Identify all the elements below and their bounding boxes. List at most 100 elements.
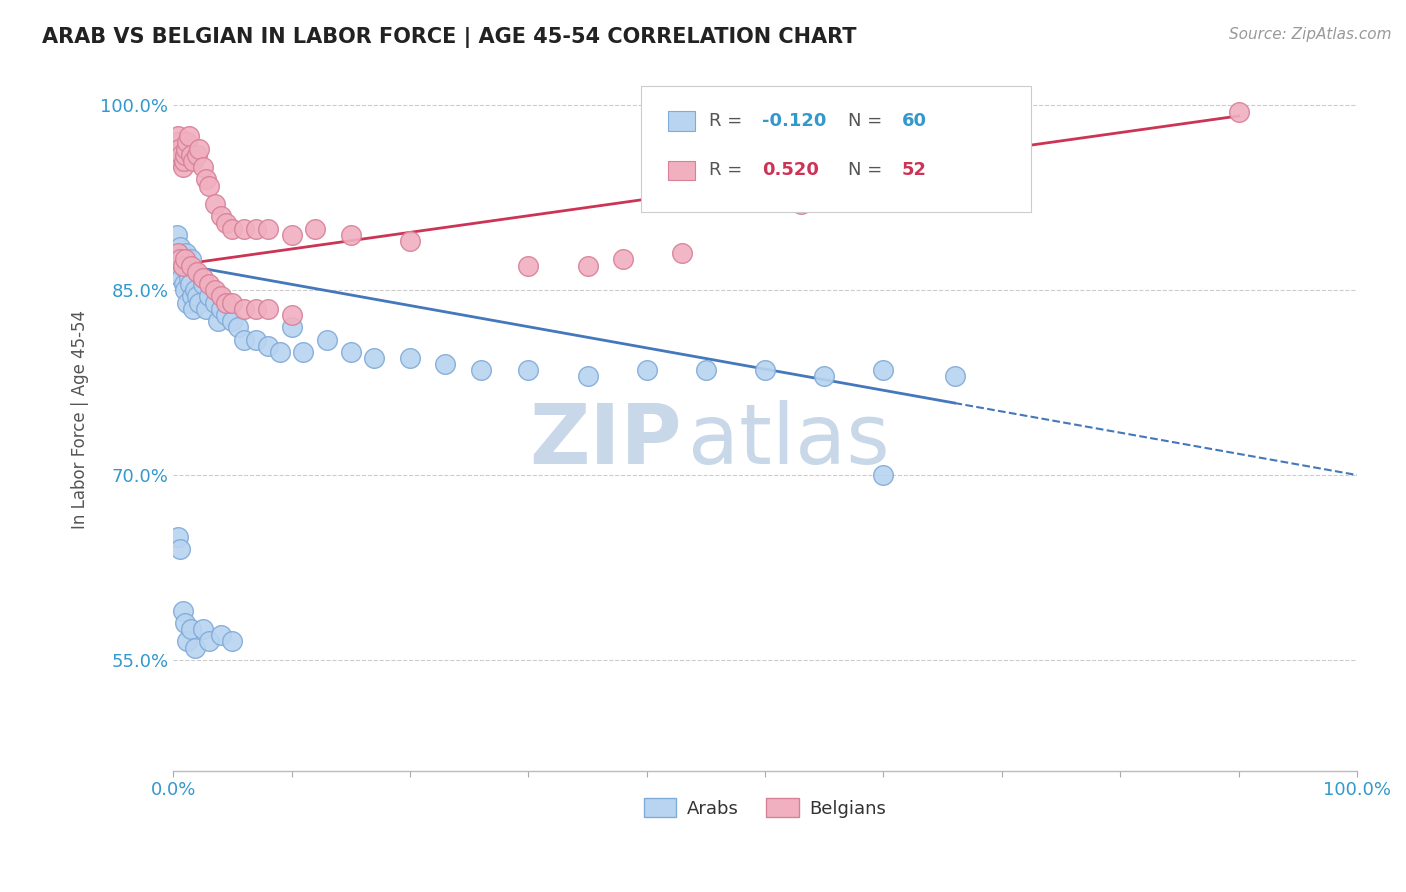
Point — [470, 363, 492, 377]
Point — [173, 153, 195, 168]
Point — [174, 142, 197, 156]
Point — [167, 246, 190, 260]
Point — [183, 153, 205, 168]
Point — [517, 259, 540, 273]
Point — [292, 344, 315, 359]
Point — [176, 295, 198, 310]
Point — [209, 289, 232, 303]
Point — [174, 283, 197, 297]
Text: N =: N = — [848, 112, 889, 130]
Point — [195, 172, 218, 186]
Point — [257, 221, 280, 235]
Y-axis label: In Labor Force | Age 45-54: In Labor Force | Age 45-54 — [72, 310, 89, 529]
Point — [789, 197, 811, 211]
Point — [576, 369, 599, 384]
Point — [304, 221, 326, 235]
Point — [316, 333, 339, 347]
Point — [204, 295, 226, 310]
Point — [245, 301, 267, 316]
Legend: Arabs, Belgians: Arabs, Belgians — [637, 791, 894, 825]
Point — [179, 277, 201, 291]
Point — [177, 271, 200, 285]
Point — [180, 252, 202, 267]
Point — [813, 369, 835, 384]
Point — [517, 363, 540, 377]
Point — [181, 289, 204, 303]
Point — [209, 301, 232, 316]
Point — [197, 634, 219, 648]
Point — [176, 136, 198, 150]
Point — [183, 283, 205, 297]
Point — [169, 252, 191, 267]
Point — [221, 634, 243, 648]
Point — [172, 603, 194, 617]
Point — [165, 246, 187, 260]
Point — [221, 314, 243, 328]
Point — [221, 221, 243, 235]
Point — [180, 147, 202, 161]
Point — [339, 344, 361, 359]
Point — [165, 147, 187, 161]
Point — [172, 259, 194, 273]
Point — [612, 252, 634, 267]
Point — [872, 468, 894, 483]
Point — [188, 142, 211, 156]
Point — [245, 221, 267, 235]
Point — [363, 351, 385, 365]
Point — [186, 265, 208, 279]
Point — [399, 351, 422, 365]
Point — [197, 289, 219, 303]
Point — [280, 308, 302, 322]
Point — [228, 320, 250, 334]
Point — [166, 227, 188, 242]
Point — [191, 160, 214, 174]
Point — [209, 210, 232, 224]
Point — [174, 252, 197, 267]
Text: R =: R = — [709, 161, 748, 179]
Point — [167, 530, 190, 544]
Point — [167, 129, 190, 144]
Point — [183, 640, 205, 655]
Text: Source: ZipAtlas.com: Source: ZipAtlas.com — [1229, 27, 1392, 42]
Point — [221, 295, 243, 310]
Point — [191, 271, 214, 285]
Point — [233, 333, 256, 347]
Point — [1227, 104, 1250, 119]
Point — [872, 363, 894, 377]
Point — [754, 363, 776, 377]
Point — [257, 301, 280, 316]
Point — [167, 142, 190, 156]
Point — [636, 363, 658, 377]
Point — [176, 634, 198, 648]
Point — [269, 344, 291, 359]
Point — [177, 129, 200, 144]
Point — [167, 252, 190, 267]
Text: N =: N = — [848, 161, 889, 179]
Point — [169, 240, 191, 254]
Text: 0.520: 0.520 — [762, 161, 818, 179]
FancyBboxPatch shape — [641, 86, 1032, 212]
Point — [170, 147, 193, 161]
Point — [186, 289, 208, 303]
FancyBboxPatch shape — [668, 161, 695, 180]
Point — [191, 622, 214, 636]
Point — [180, 259, 202, 273]
Text: ZIP: ZIP — [530, 401, 682, 481]
Point — [172, 259, 194, 273]
Point — [169, 153, 191, 168]
Text: R =: R = — [709, 112, 748, 130]
Point — [209, 628, 232, 642]
Point — [195, 301, 218, 316]
Point — [166, 136, 188, 150]
Text: -0.120: -0.120 — [762, 112, 827, 130]
Text: 52: 52 — [901, 161, 927, 179]
Point — [197, 178, 219, 193]
Text: 60: 60 — [901, 112, 927, 130]
Point — [170, 271, 193, 285]
Point — [257, 339, 280, 353]
Point — [943, 369, 966, 384]
Point — [399, 234, 422, 248]
Point — [204, 197, 226, 211]
Point — [233, 221, 256, 235]
Point — [671, 246, 693, 260]
